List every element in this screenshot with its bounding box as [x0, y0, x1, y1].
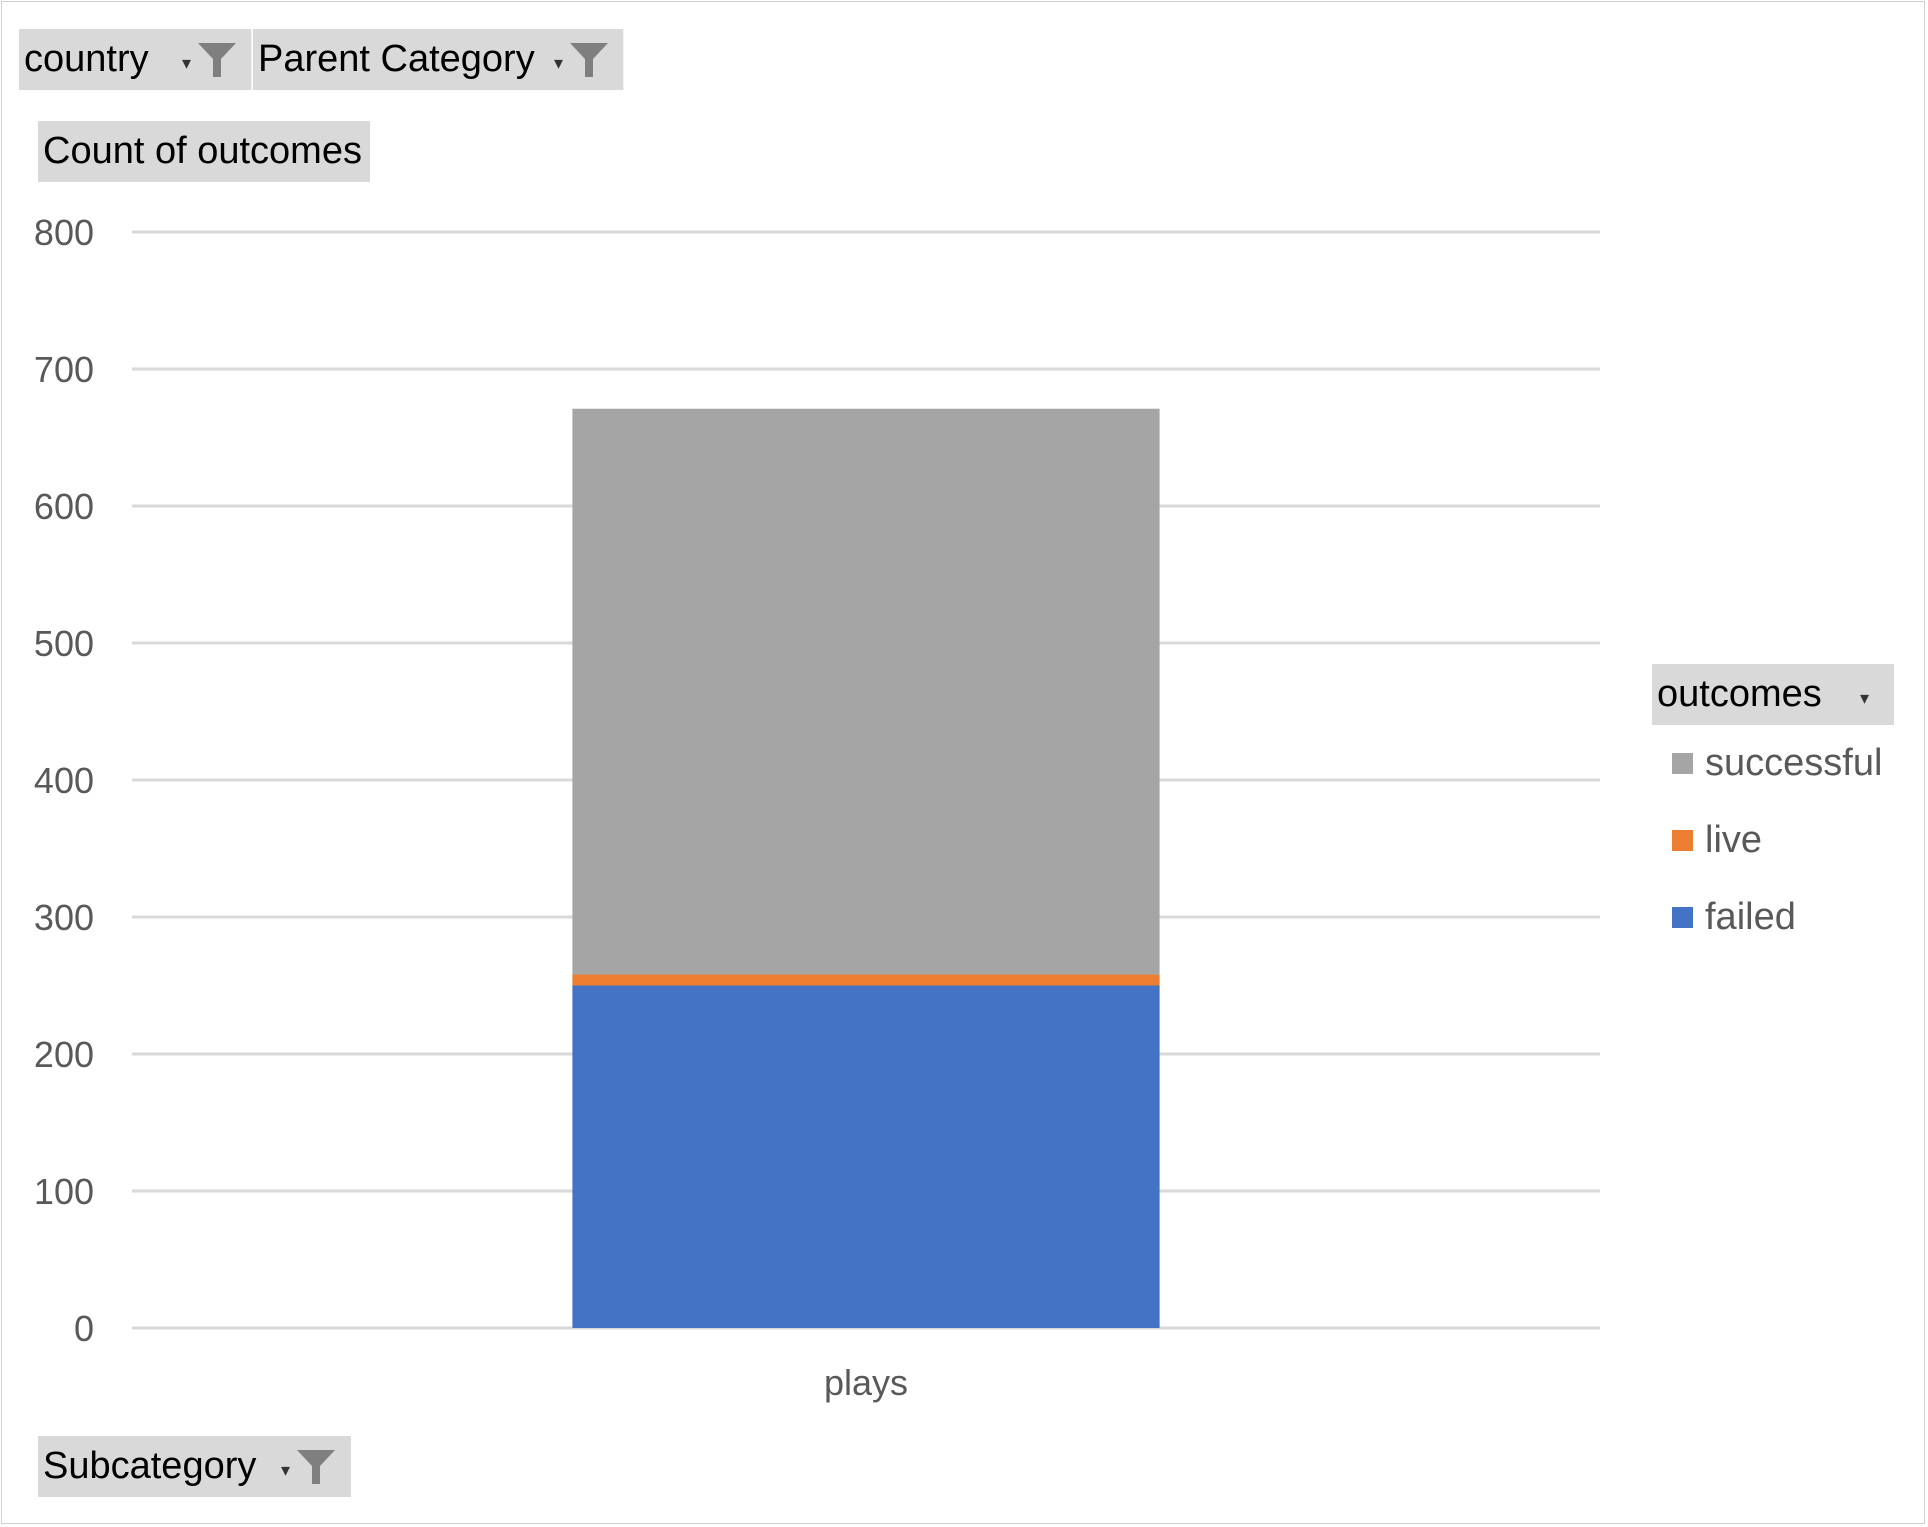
value-field-label: Count of outcomes — [43, 130, 362, 172]
country-filter-button[interactable]: country ▾ — [19, 29, 252, 90]
dropdown-arrow-icon: ▾ — [1860, 688, 1870, 708]
funnel-filter-icon — [570, 43, 608, 77]
x-axis-categories: plays — [824, 1362, 908, 1403]
dropdown-arrow-icon: ▾ — [281, 1460, 291, 1480]
bar-segment-live[interactable] — [572, 974, 1160, 986]
legend-field-button[interactable]: outcomes ▾ — [1652, 664, 1894, 725]
subcategory-filter-label: Subcategory — [43, 1445, 257, 1487]
dropdown-arrow-icon: ▾ — [554, 53, 564, 73]
y-tick-label: 200 — [34, 1034, 94, 1075]
parent-category-filter-label: Parent Category — [258, 38, 535, 80]
y-tick-label: 100 — [34, 1171, 94, 1212]
y-tick-label: 500 — [34, 623, 94, 664]
legend-label: live — [1705, 819, 1763, 861]
y-tick-label: 0 — [74, 1308, 94, 1349]
funnel-filter-icon — [297, 1450, 335, 1484]
bar-segment-successful[interactable] — [572, 408, 1160, 975]
legend-swatch — [1672, 830, 1693, 851]
funnel-filter-icon — [198, 43, 236, 77]
legend-field-label: outcomes — [1657, 673, 1822, 715]
y-tick-label: 400 — [34, 760, 94, 801]
parent-category-filter-button[interactable]: Parent Category ▾ — [253, 29, 624, 90]
legend-item-live[interactable]: live — [1672, 819, 1762, 862]
x-category-label: plays — [824, 1362, 908, 1403]
dropdown-arrow-icon: ▾ — [182, 53, 192, 73]
y-tick-label: 800 — [34, 212, 94, 253]
y-axis-ticks: 0 100 200 300 400 500 600 700 800 — [34, 212, 94, 1349]
legend-label: failed — [1705, 896, 1796, 938]
country-filter-label: country — [24, 38, 149, 80]
legend-item-failed[interactable]: failed — [1672, 896, 1796, 939]
legend-item-successful[interactable]: successful — [1672, 742, 1882, 785]
legend-label: successful — [1705, 742, 1883, 784]
y-tick-label: 600 — [34, 486, 94, 527]
legend-swatch — [1672, 753, 1693, 774]
bars — [572, 408, 1160, 1329]
value-field-button[interactable]: Count of outcomes — [38, 121, 370, 182]
y-tick-label: 700 — [34, 349, 94, 390]
legend-swatch — [1672, 907, 1693, 928]
subcategory-filter-button[interactable]: Subcategory ▾ — [38, 1436, 351, 1497]
bar-segment-failed[interactable] — [572, 985, 1160, 1329]
y-tick-label: 300 — [34, 897, 94, 938]
